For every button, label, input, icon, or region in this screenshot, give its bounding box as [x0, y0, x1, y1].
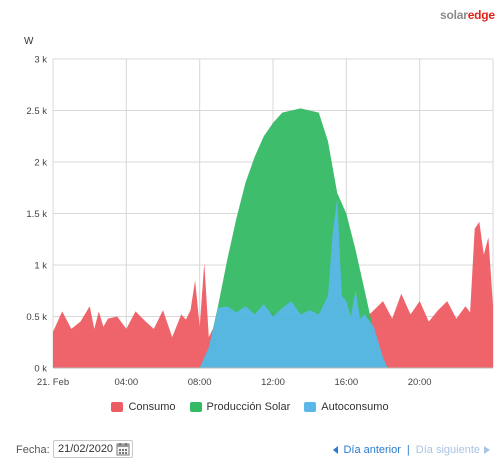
- power-chart: 0 k 0.5 k 1 k 1.5 k 2 k 2.5 k 3 k 21. Feb 04:00 0…: [24, 36, 494, 388]
- legend-item-consumo[interactable]: Consumo: [111, 401, 176, 413]
- caret-right-icon: [484, 446, 490, 454]
- y-tick-label: 0 k: [34, 364, 47, 375]
- legend-label-autoconsumo: Autoconsumo: [321, 401, 389, 413]
- chart-legend: Consumo Producción Solar Autoconsumo: [0, 401, 500, 413]
- series-areas: [53, 108, 493, 369]
- day-navigation: Día anterior | Día siguiente: [333, 444, 490, 456]
- legend-label-produccion-solar: Producción Solar: [206, 401, 291, 413]
- y-tick-label: 1.5 k: [26, 209, 47, 220]
- x-tick-label: 08:00: [188, 377, 212, 388]
- legend-item-produccion-solar[interactable]: Producción Solar: [189, 401, 291, 413]
- caret-left-icon: [333, 446, 339, 454]
- y-tick-label: 0.5 k: [26, 312, 47, 323]
- y-tick-label: 1 k: [34, 261, 47, 272]
- date-input[interactable]: [54, 443, 116, 455]
- legend-swatch-produccion-solar: [189, 402, 202, 412]
- next-day-link: Día siguiente: [416, 444, 490, 456]
- y-tick-label: 3 k: [34, 55, 47, 66]
- x-tick-label: 12:00: [261, 377, 285, 388]
- date-label: Fecha:: [16, 444, 50, 456]
- axes: 0 k 0.5 k 1 k 1.5 k 2 k 2.5 k 3 k 21. Feb 04:00 0…: [26, 55, 493, 388]
- x-tick-label: 16:00: [334, 377, 358, 388]
- series-autoconsumo-area: [199, 198, 388, 368]
- prev-day-label: Día anterior: [343, 444, 401, 456]
- solaredge-logo: solaredge: [440, 8, 495, 22]
- logo-text-edge: edge: [467, 8, 495, 22]
- next-day-label: Día siguiente: [415, 444, 480, 456]
- x-tick-label: 04:00: [114, 377, 138, 388]
- calendar-icon[interactable]: [116, 442, 130, 456]
- prev-day-link[interactable]: Día anterior: [333, 444, 401, 456]
- y-axis-label: W: [24, 36, 34, 47]
- x-tick-label: 21. Feb: [37, 377, 69, 388]
- y-tick-label: 2.5 k: [26, 106, 47, 117]
- legend-item-autoconsumo[interactable]: Autoconsumo: [304, 401, 389, 413]
- logo-text-solar: solar: [440, 8, 468, 22]
- date-picker[interactable]: [53, 440, 133, 458]
- legend-swatch-consumo: [111, 402, 124, 412]
- x-tick-label: 20:00: [408, 377, 432, 388]
- series-consumo-area: [53, 221, 493, 368]
- footer-bar: Fecha: Día anterior | Día siguiente: [0, 438, 500, 462]
- y-tick-label: 2 k: [34, 158, 47, 169]
- legend-label-consumo: Consumo: [128, 401, 176, 413]
- legend-swatch-autoconsumo: [304, 402, 317, 412]
- nav-separator: |: [406, 444, 410, 456]
